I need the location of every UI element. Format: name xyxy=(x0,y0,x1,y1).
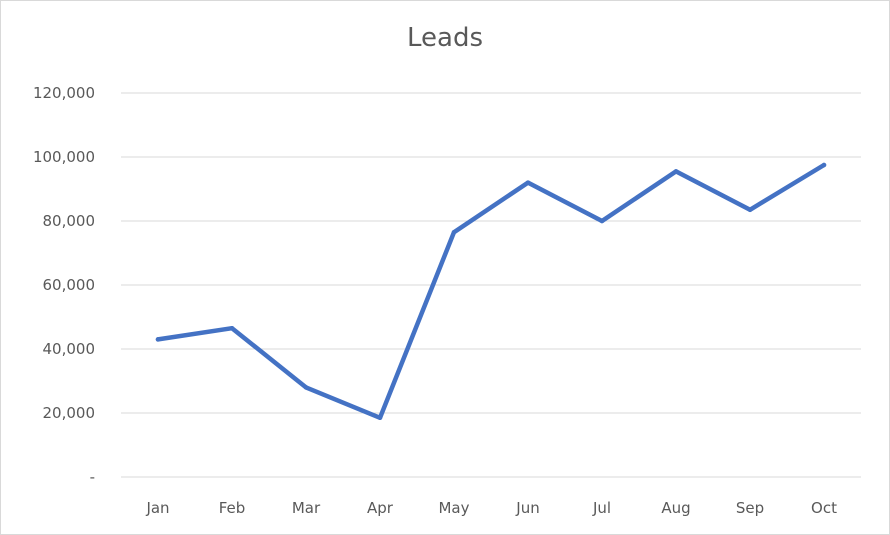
data-point xyxy=(673,169,679,174)
chart-title: Leads xyxy=(406,23,483,53)
x-tick-label: Jan xyxy=(145,499,169,517)
x-tick-label: May xyxy=(438,499,469,517)
y-tick-label: 40,000 xyxy=(43,340,96,358)
data-point xyxy=(377,415,383,421)
y-tick-label: 80,000 xyxy=(43,212,96,230)
x-tick-label: Mar xyxy=(292,499,321,517)
x-tick-label: Apr xyxy=(367,499,394,517)
x-tick-label: Sep xyxy=(736,499,764,517)
x-tick-label: Feb xyxy=(219,499,246,517)
x-tick-label: Aug xyxy=(661,499,690,517)
y-axis-ticks: - 20,000 40,000 60,000 80,000 100,000 120,000 xyxy=(33,84,95,486)
y-tick-label: 60,000 xyxy=(43,276,96,294)
y-tick-label: - xyxy=(90,468,95,486)
gridlines xyxy=(121,92,861,478)
data-point xyxy=(303,385,309,390)
y-tick-label: 120,000 xyxy=(33,84,95,102)
data-point xyxy=(599,218,605,224)
y-tick-label: 20,000 xyxy=(43,404,96,422)
data-point xyxy=(747,207,753,213)
x-axis-ticks: Jan Feb Mar Apr May Jun Jul Aug Sep Oct xyxy=(145,499,837,517)
x-tick-label: Oct xyxy=(811,499,837,517)
data-point xyxy=(155,337,161,342)
data-point xyxy=(229,325,235,331)
x-tick-label: Jun xyxy=(515,499,539,517)
series-line xyxy=(155,162,827,421)
data-point xyxy=(451,229,457,235)
y-tick-label: 100,000 xyxy=(33,148,95,166)
data-point xyxy=(821,162,827,168)
series-group xyxy=(155,162,827,421)
data-point xyxy=(525,180,531,185)
x-tick-label: Jul xyxy=(592,499,611,517)
